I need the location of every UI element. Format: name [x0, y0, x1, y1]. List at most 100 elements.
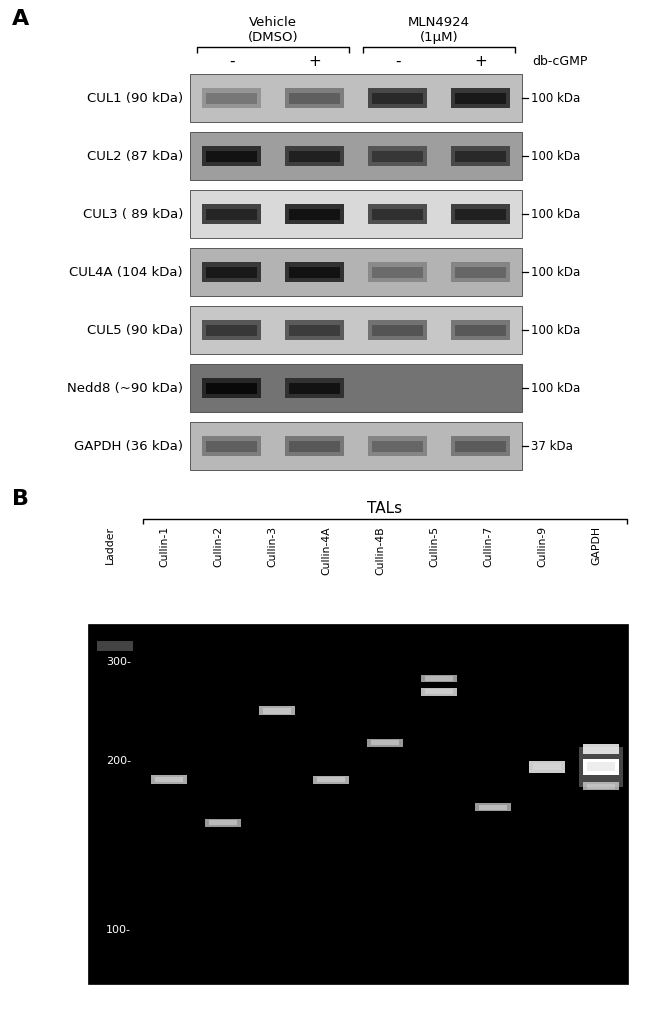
Text: Cullin-2: Cullin-2 — [213, 526, 223, 568]
Bar — [205, 818, 241, 826]
Text: MLN4924
(1μM): MLN4924 (1μM) — [408, 16, 470, 44]
Bar — [285, 378, 344, 398]
Bar — [372, 93, 423, 104]
Text: CUL1 (90 kDa): CUL1 (90 kDa) — [87, 92, 183, 105]
Bar — [202, 436, 261, 457]
Bar — [207, 440, 257, 451]
Text: Cullin-1: Cullin-1 — [159, 526, 169, 568]
Text: Cullin-9: Cullin-9 — [537, 526, 547, 568]
Bar — [190, 422, 522, 470]
Bar — [190, 364, 522, 412]
Bar — [190, 190, 522, 238]
Bar — [317, 777, 345, 782]
Bar — [285, 88, 344, 108]
Text: 300-: 300- — [106, 656, 131, 666]
Bar — [456, 151, 506, 162]
Bar — [582, 759, 619, 774]
Bar — [289, 151, 339, 162]
Text: CUL3 ( 89 kDa): CUL3 ( 89 kDa) — [83, 208, 183, 220]
Bar — [207, 382, 257, 393]
Bar — [190, 248, 522, 296]
Text: Ladder: Ladder — [105, 526, 115, 564]
Bar — [368, 320, 428, 340]
Bar — [207, 151, 257, 162]
Text: Cullin-7: Cullin-7 — [483, 526, 493, 568]
Text: Cullin-4A: Cullin-4A — [321, 526, 331, 575]
Bar — [368, 436, 428, 457]
Text: Cullin-4B: Cullin-4B — [375, 526, 385, 575]
Bar — [207, 325, 257, 335]
Bar — [207, 267, 257, 277]
Bar — [456, 440, 506, 451]
Bar — [587, 784, 615, 789]
Text: Nedd8 (~90 kDa): Nedd8 (~90 kDa) — [67, 381, 183, 394]
Text: B: B — [12, 489, 29, 510]
Text: 100-: 100- — [106, 924, 131, 934]
Bar — [202, 262, 261, 282]
Bar — [450, 436, 510, 457]
Bar — [474, 803, 512, 811]
Bar — [190, 306, 522, 354]
Bar — [88, 624, 628, 984]
Text: Cullin-5: Cullin-5 — [429, 526, 439, 568]
Bar — [313, 775, 349, 784]
Text: 100 kDa: 100 kDa — [531, 266, 580, 278]
Text: TALs: TALs — [367, 501, 402, 516]
Bar — [259, 706, 295, 715]
Text: -: - — [229, 54, 234, 68]
Bar — [289, 93, 339, 104]
Text: CUL4A (104 kDa): CUL4A (104 kDa) — [70, 266, 183, 278]
Bar — [456, 325, 506, 335]
Bar — [289, 209, 339, 220]
Bar — [289, 325, 339, 335]
Text: 37 kDa: 37 kDa — [531, 439, 573, 452]
Text: A: A — [12, 9, 29, 29]
Bar — [587, 762, 615, 771]
Bar — [285, 146, 344, 166]
Bar — [479, 805, 507, 810]
Bar — [207, 209, 257, 220]
Bar — [368, 146, 428, 166]
Text: +: + — [474, 54, 487, 68]
Bar — [289, 382, 339, 393]
Bar — [285, 204, 344, 224]
Text: 100 kDa: 100 kDa — [531, 208, 580, 220]
Text: GAPDH (36 kDa): GAPDH (36 kDa) — [74, 439, 183, 452]
Bar — [202, 204, 261, 224]
Bar — [367, 739, 404, 747]
Bar — [587, 746, 615, 752]
Bar — [372, 267, 423, 277]
Bar — [579, 747, 623, 787]
Bar — [97, 641, 133, 651]
Bar — [289, 440, 339, 451]
Bar — [456, 267, 506, 277]
Text: 100 kDa: 100 kDa — [531, 92, 580, 105]
Text: Cullin-3: Cullin-3 — [267, 526, 277, 568]
Bar — [371, 741, 399, 745]
Bar — [450, 146, 510, 166]
Bar — [425, 690, 453, 694]
Bar — [456, 209, 506, 220]
Text: 100 kDa: 100 kDa — [531, 323, 580, 336]
Text: +: + — [308, 54, 321, 68]
Bar — [450, 320, 510, 340]
Bar — [421, 675, 458, 682]
Text: CUL5 (90 kDa): CUL5 (90 kDa) — [87, 323, 183, 336]
Text: -: - — [395, 54, 400, 68]
Bar — [285, 320, 344, 340]
Bar — [425, 677, 453, 681]
Bar — [285, 262, 344, 282]
Bar — [202, 378, 261, 398]
Text: CUL2 (87 kDa): CUL2 (87 kDa) — [86, 150, 183, 162]
Bar — [582, 783, 619, 790]
Text: 200-: 200- — [106, 755, 131, 765]
Bar — [372, 440, 423, 451]
Bar — [285, 436, 344, 457]
Bar — [582, 744, 619, 754]
Text: db-cGMP: db-cGMP — [532, 54, 588, 67]
Bar — [450, 262, 510, 282]
Bar — [368, 262, 428, 282]
Bar — [202, 146, 261, 166]
Bar — [421, 688, 458, 696]
Text: Vehicle
(DMSO): Vehicle (DMSO) — [248, 16, 298, 44]
